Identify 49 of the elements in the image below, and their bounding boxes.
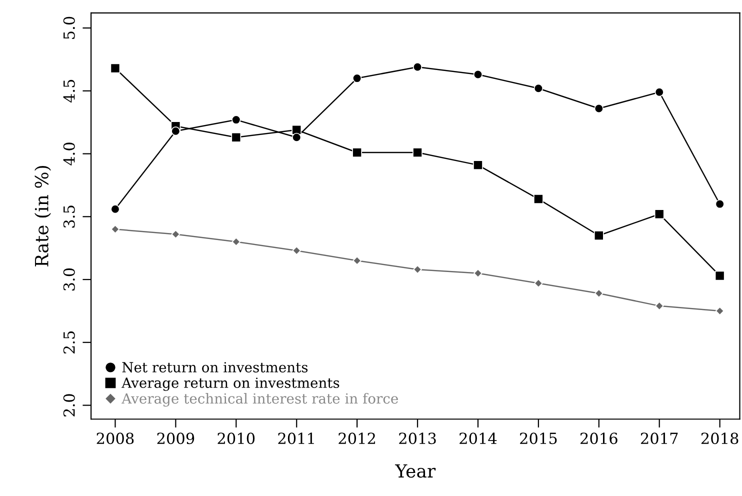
y-tick-label: 3.5 [63,206,75,228]
legend-label: Net return on investments [122,362,308,372]
x-tick-label: 2017 [640,432,678,444]
point [110,63,120,74]
point [654,209,664,220]
point [412,148,422,158]
y-axis-title: Rate (in %) [34,166,52,266]
x-tick-label: 2009 [157,432,194,444]
point [473,70,483,80]
point [715,199,724,209]
point [594,104,604,114]
y-tick-label: 4.5 [63,80,75,103]
x-tick-label: 2011 [278,432,314,444]
y-tick-label: 3.0 [63,268,75,291]
legend-label: Average technical interest rate in force [122,392,398,407]
x-axis-title: Year [394,464,436,478]
y-tick-label: 5.0 [63,16,75,39]
point [292,132,302,142]
point [413,265,422,274]
point [655,302,664,310]
point [231,132,242,142]
point [473,160,483,170]
point [534,194,544,204]
x-tick-label: 2018 [701,432,738,444]
point [292,246,301,255]
point [352,148,362,158]
point [534,84,544,93]
y-tick-label: 4.0 [63,142,75,166]
x-tick-label: 2008 [96,432,134,444]
y-tick-label: 2.0 [63,394,75,416]
x-tick-label: 2012 [338,432,376,444]
x-tick-label: 2014 [460,432,497,444]
point [714,270,725,281]
point [412,62,422,72]
point [110,204,120,214]
point [232,115,241,124]
x-tick-label: 2016 [580,432,618,444]
point [715,306,724,316]
legend-label: Average return on investments [122,378,340,391]
x-tick-label: 2015 [520,432,557,444]
point [352,74,362,83]
point [171,126,180,136]
point [292,124,302,135]
point [654,88,664,97]
point [594,289,604,298]
point [594,230,604,240]
x-tick-label: 2013 [399,432,436,444]
x-tick-label: 2010 [218,432,255,444]
y-tick-label: 2.5 [63,331,75,354]
